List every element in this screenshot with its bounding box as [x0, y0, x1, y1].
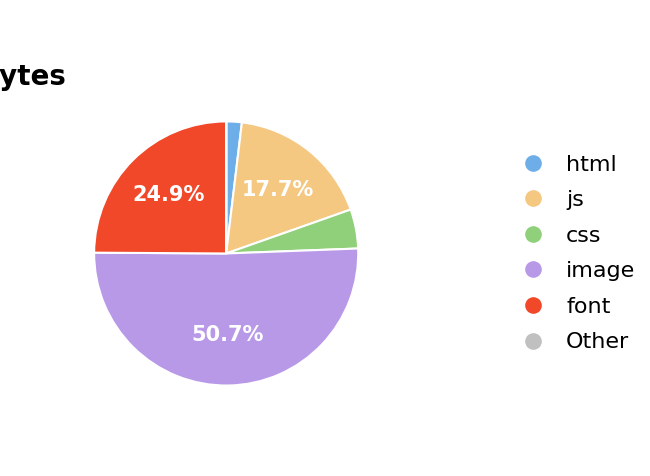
- Wedge shape: [226, 209, 358, 254]
- Wedge shape: [226, 121, 242, 254]
- Text: Bytes: Bytes: [0, 63, 66, 91]
- Text: 50.7%: 50.7%: [191, 325, 264, 346]
- Legend: html, js, css, image, font, Other: html, js, css, image, font, Other: [499, 143, 647, 364]
- Text: 17.7%: 17.7%: [241, 179, 313, 199]
- Text: 24.9%: 24.9%: [133, 186, 205, 206]
- Wedge shape: [94, 248, 358, 386]
- Wedge shape: [226, 122, 351, 254]
- Wedge shape: [94, 121, 226, 254]
